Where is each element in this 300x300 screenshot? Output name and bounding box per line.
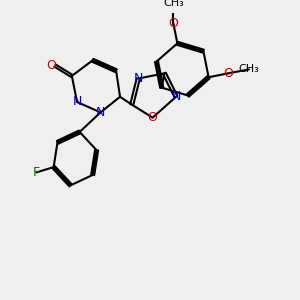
Text: F: F (33, 166, 40, 179)
Text: O: O (223, 67, 233, 80)
Text: O: O (148, 111, 158, 124)
Text: O: O (169, 17, 178, 30)
Text: N: N (72, 95, 82, 109)
Text: CH₃: CH₃ (163, 0, 184, 8)
Text: O: O (46, 59, 56, 72)
Text: N: N (96, 106, 105, 119)
Text: N: N (134, 72, 143, 85)
Text: CH₃: CH₃ (238, 64, 260, 74)
Text: N: N (171, 90, 181, 103)
